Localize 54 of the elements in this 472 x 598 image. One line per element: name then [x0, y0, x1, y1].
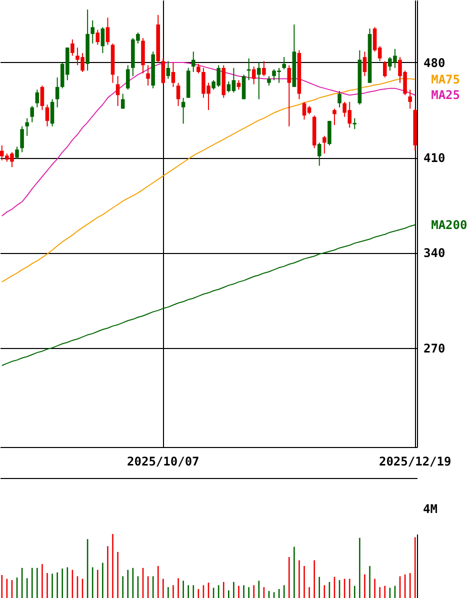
y-tick-label: 270 [424, 341, 446, 356]
candlestick [252, 66, 256, 85]
candlestick [106, 17, 110, 46]
candlestick [262, 60, 266, 77]
candlestick [146, 64, 150, 86]
candlestick [362, 51, 367, 77]
y-tick-label: 410 [424, 151, 446, 166]
candlestick [257, 62, 261, 100]
x-tick-label: 2025/10/07 [127, 454, 200, 468]
candlestick [25, 118, 29, 136]
candlestick [126, 64, 130, 90]
candlestick [45, 104, 50, 127]
candlestick [176, 82, 180, 106]
candlestick [166, 60, 170, 80]
candlestick [382, 60, 387, 78]
candlestick [50, 98, 54, 127]
candlestick [90, 20, 94, 44]
candlestick [191, 51, 196, 73]
candlestick [96, 29, 100, 46]
candlestick [328, 120, 332, 146]
series-label: MA200 [431, 218, 468, 232]
candlestick [161, 58, 166, 85]
text: 4M [423, 502, 438, 516]
candlestick [100, 26, 105, 54]
candlestick [322, 135, 326, 154]
candlestick [40, 85, 44, 111]
candlestick [70, 38, 74, 56]
candlestick [236, 80, 241, 90]
y-tick-label: 480 [424, 56, 446, 70]
candlestick [15, 146, 19, 160]
candlestick [267, 76, 271, 86]
candlestick [196, 63, 200, 74]
line-series [1, 78, 416, 282]
line-series [1, 224, 416, 366]
candlestick [20, 126, 24, 153]
candlestick [35, 89, 40, 108]
candlestick [120, 93, 125, 110]
candlestick [317, 142, 322, 166]
candlestick [287, 64, 292, 127]
candlestick [116, 76, 120, 106]
candlestick [352, 118, 357, 130]
candlestick [55, 76, 60, 108]
series-label: MA75 [431, 72, 460, 86]
y-tick-label: 340 [424, 246, 446, 260]
candlestick [30, 105, 34, 123]
candlestick [282, 56, 286, 70]
candlestick [171, 62, 176, 88]
x-tick-label: 2025/12/19 [378, 454, 452, 468]
candlestick [181, 97, 186, 124]
candlestick [242, 74, 246, 100]
series-label: MA25 [431, 88, 460, 102]
candlestick [332, 108, 336, 126]
candlestick [338, 90, 342, 108]
candlestick [408, 89, 412, 110]
